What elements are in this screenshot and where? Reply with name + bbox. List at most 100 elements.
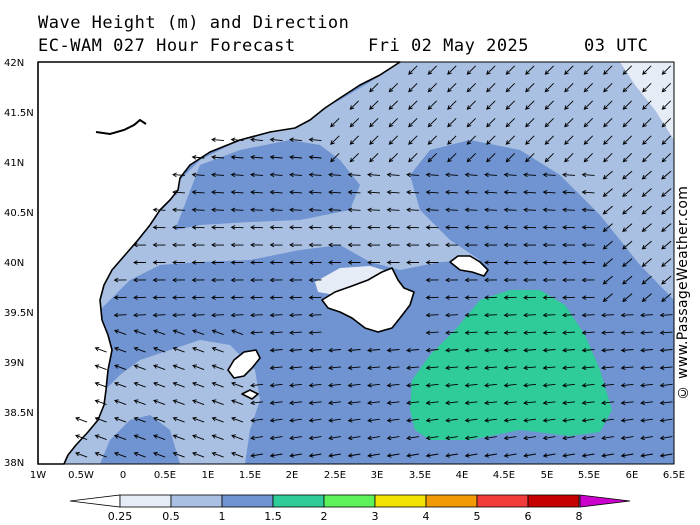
direction-arrow [564,117,574,128]
direction-arrow [406,453,419,458]
direction-arrow [388,135,399,145]
lon-label: 1E [202,470,215,481]
direction-arrow [388,100,399,110]
direction-arrow [172,416,185,423]
direction-arrow [603,135,613,145]
lon-label: 4E [456,470,469,481]
direction-arrow [544,117,555,128]
legend-cell [527,494,580,508]
direction-arrow [601,365,615,371]
lat-label: 41N [4,158,24,169]
direction-arrow [114,381,127,388]
direction-arrow [603,117,613,128]
direction-arrow [602,170,613,180]
direction-arrow [133,381,146,388]
direction-arrow [386,383,400,388]
direction-arrow [367,435,380,441]
direction-arrow [408,152,418,163]
direction-arrow [564,135,574,145]
direction-arrow [484,242,498,248]
lat-label: 39N [4,358,24,369]
direction-arrow [544,100,555,110]
legend-colorbar: 0.25 0.5 1 1.5 2 3 4 5 6 8 [69,494,631,523]
direction-arrow [466,65,477,75]
direction-arrow [484,400,498,406]
direction-arrow [661,223,672,233]
direction-arrow [641,293,652,303]
direction-arrow [583,65,594,75]
direction-arrow [447,152,457,163]
direction-arrow [503,242,517,248]
direction-arrow [445,453,458,458]
direction-arrow [659,330,673,336]
direction-arrow [347,347,361,353]
direction-arrow [503,453,517,458]
direction-arrow [525,82,535,93]
direction-arrow [133,451,146,458]
direction-arrow [172,434,185,441]
direction-arrow [640,330,654,336]
direction-arrow [581,172,595,178]
direction-arrow [250,277,264,283]
direction-arrow [330,135,340,145]
direction-arrow [445,207,459,213]
direction-arrow [289,189,303,195]
direction-arrow [583,117,594,128]
direction-arrow [562,400,576,406]
direction-arrow [192,329,205,336]
direction-arrow [486,117,496,128]
direction-arrow [542,225,556,230]
direction-arrow [562,312,576,318]
direction-arrow [406,242,420,248]
direction-arrow [425,312,439,318]
direction-arrow [425,400,439,406]
direction-arrow [289,330,303,336]
direction-arrow [94,346,107,353]
sea-band-1-1.5m-sw-pocket [100,415,180,464]
direction-arrow [192,399,205,406]
direction-arrow [661,188,672,198]
direction-arrow [622,100,633,110]
direction-arrow [583,135,594,145]
direction-arrow [94,451,107,458]
forecast-date: Fri 02 May 2025 [368,36,530,56]
direction-arrow [152,295,166,300]
direction-arrow [269,347,283,353]
direction-arrow [192,346,205,353]
direction-arrow [172,451,185,458]
direction-arrow [620,312,634,318]
direction-arrow [369,135,379,145]
direction-arrow [620,435,634,441]
direction-arrow [269,295,283,300]
direction-arrow [347,260,361,265]
direction-arrow [230,312,244,318]
direction-arrow [659,383,673,388]
direction-arrow [447,100,457,110]
direction-arrow [425,330,439,336]
direction-arrow [466,82,477,93]
direction-arrow [503,435,517,441]
direction-arrow [406,172,420,178]
direction-arrow [347,225,361,230]
direction-arrow [386,260,400,265]
direction-arrow [525,117,535,128]
direction-arrow [641,223,652,233]
direction-arrow [406,347,420,353]
direction-arrow [484,295,498,300]
mallorca-island [321,267,415,333]
direction-arrow [269,400,283,406]
direction-arrow [250,453,263,458]
direction-arrow [114,399,127,406]
direction-arrow [562,295,576,300]
legend-label: 8 [576,510,583,523]
direction-arrow [620,400,634,406]
direction-arrow [250,400,264,406]
direction-arrow [425,277,439,283]
legend-cell [323,494,376,508]
direction-arrow [425,172,439,178]
direction-arrow [581,225,595,230]
direction-arrow [601,453,614,458]
direction-arrow [367,453,380,458]
direction-arrow [620,365,634,371]
direction-arrow [640,365,654,371]
